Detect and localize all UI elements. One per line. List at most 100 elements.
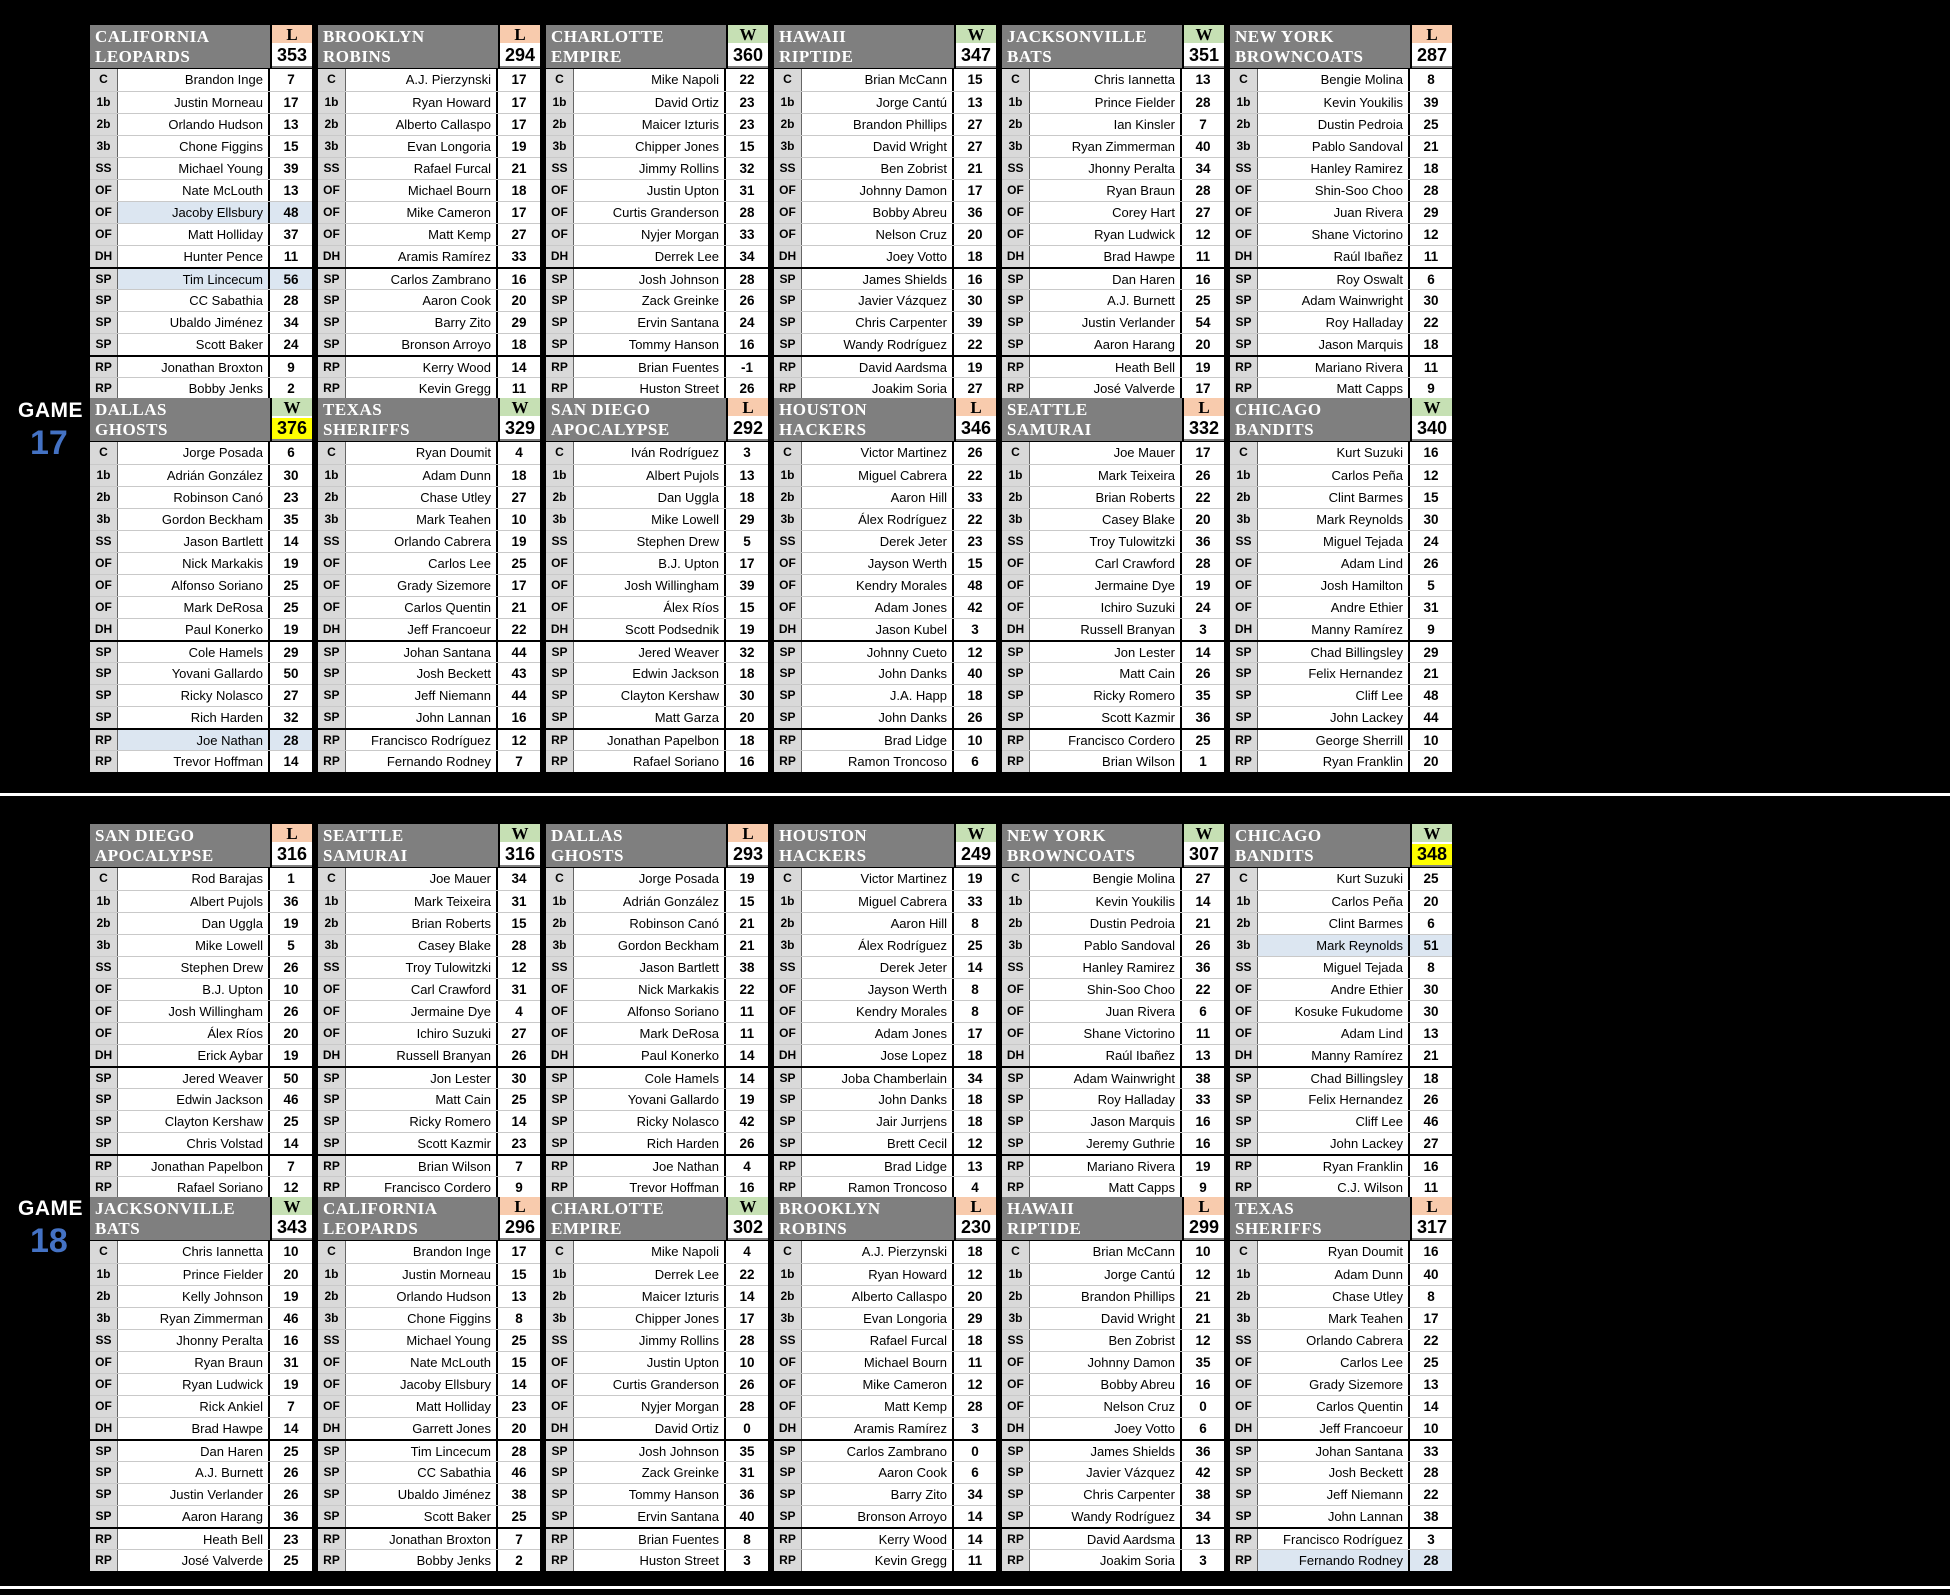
team-title: SEATTLE SAMURAI [1002, 398, 1182, 441]
player-row: SP Ricky Romero 14 [318, 1110, 540, 1132]
position-cell: OF [318, 597, 346, 618]
player-score-cell: 18 [1423, 337, 1439, 352]
player-name-cell: Barry Zito [802, 1484, 954, 1505]
team-name: LEOPARDS [323, 1219, 419, 1238]
player-score-cell: 36 [739, 1487, 755, 1502]
player-name-cell: Nate McLouth [346, 1352, 498, 1373]
team-badge: W 340 [1410, 398, 1452, 441]
player-row: SS Miguel Tejada 8 [1230, 956, 1452, 978]
position-cell: 3b [90, 1308, 118, 1329]
player-row: C Ryan Doumit 4 [318, 442, 540, 464]
player-score-cell: 31 [283, 1355, 299, 1370]
position-cell: DH [1002, 1045, 1030, 1066]
position-cell: SP [774, 1068, 802, 1088]
player-name-cell: Tommy Hanson [574, 334, 726, 355]
position-cell: SP [318, 1484, 346, 1505]
player-name-cell: Bengie Molina [1030, 868, 1182, 890]
position-cell: SP [1002, 312, 1030, 333]
player-name-cell: Mike Napoli [574, 69, 726, 91]
player-row: OF Nyjer Morgan 28 [546, 1395, 768, 1417]
result-badge: W [1184, 824, 1224, 844]
position-cell: SS [546, 531, 574, 552]
player-name-cell: B.J. Upton [574, 553, 726, 574]
team-card: CALIFORNIA LEOPARDS L 296 C Brandon Inge… [318, 1197, 540, 1571]
team-title: CALIFORNIA LEOPARDS [90, 25, 270, 68]
roster: C Rod Barajas 1 1b Albert Pujols 36 2b D… [90, 867, 312, 1198]
player-row: 3b Pablo Sandoval 26 [1002, 934, 1224, 956]
team-header: CALIFORNIA LEOPARDS L 296 [318, 1197, 540, 1240]
player-row: 3b Evan Longoria 19 [318, 135, 540, 157]
player-name-cell: Zack Greinke [574, 290, 726, 311]
team-total: 294 [500, 45, 540, 66]
player-name-cell: Álex Rodríguez [802, 935, 954, 956]
player-score-cell: 24 [1423, 534, 1439, 549]
player-row: SP Barry Zito 34 [774, 1483, 996, 1505]
player-score-cell: 18 [511, 337, 527, 352]
player-score-cell: 18 [967, 1092, 983, 1107]
player-name-cell: Trevor Hoffman [118, 751, 270, 772]
player-score-cell: 12 [283, 1180, 299, 1195]
position-cell: RP [1002, 1177, 1030, 1198]
player-score-cell: 44 [511, 688, 527, 703]
team-header: CHARLOTTE EMPIRE W 360 [546, 25, 768, 68]
position-cell: SP [546, 1089, 574, 1110]
player-row: C Jorge Posada 19 [546, 868, 768, 890]
team-name: BROWNCOATS [1235, 47, 1364, 66]
team-badge: L 294 [498, 25, 540, 68]
position-cell: SP [1002, 1111, 1030, 1132]
player-name-cell: Jered Weaver [118, 1068, 270, 1088]
position-cell: OF [546, 597, 574, 618]
player-score-cell: 33 [1195, 1092, 1211, 1107]
player-name-cell: Huston Street [574, 378, 726, 399]
player-score-cell: 18 [739, 733, 755, 748]
player-row: RP David Aardsma 19 [774, 355, 996, 377]
player-name-cell: Mariano Rivera [1030, 1156, 1182, 1176]
player-name-cell: Carlos Peña [1258, 891, 1410, 912]
team-city: TEXAS [1235, 1199, 1295, 1218]
player-score-cell: 27 [1195, 205, 1211, 220]
team-card: BROOKLYN ROBINS L 294 C A.J. Pierzynski … [318, 25, 540, 399]
player-score-cell: 19 [1195, 1159, 1211, 1174]
player-name-cell: Fernando Rodney [1258, 1550, 1410, 1571]
player-score-cell: 1 [1199, 754, 1207, 769]
player-name-cell: Francisco Rodríguez [346, 730, 498, 750]
player-row: DH Derrek Lee 34 [546, 245, 768, 267]
player-score-cell: 33 [739, 227, 755, 242]
result-badge: L [728, 824, 768, 844]
player-name-cell: David Wright [1030, 1308, 1182, 1329]
player-name-cell: A.J. Burnett [118, 1462, 270, 1483]
player-score-cell: 34 [511, 871, 527, 886]
player-row: SP John Lannan 38 [1230, 1505, 1452, 1527]
player-score-cell: 25 [283, 1553, 299, 1568]
position-cell: SS [318, 158, 346, 179]
position-cell: DH [1002, 619, 1030, 640]
player-name-cell: Josh Willingham [574, 575, 726, 596]
player-name-cell: Bobby Jenks [346, 1550, 498, 1571]
position-cell: SP [90, 1484, 118, 1505]
player-row: OF B.J. Upton 10 [90, 978, 312, 1000]
player-row: RP Trevor Hoffman 16 [546, 1176, 768, 1198]
player-name-cell: Jermaine Dye [346, 1001, 498, 1022]
player-row: 3b David Wright 27 [774, 135, 996, 157]
position-cell: OF [1230, 597, 1258, 618]
player-row: 2b Brandon Phillips 27 [774, 113, 996, 135]
player-row: SP Ervin Santana 24 [546, 311, 768, 333]
position-cell: RP [318, 751, 346, 772]
position-cell: SP [1230, 334, 1258, 355]
position-cell: 1b [1002, 92, 1030, 113]
team-badge: L 230 [954, 1197, 996, 1240]
player-score-cell: 34 [967, 1071, 983, 1086]
player-row: OF Bobby Abreu 16 [1002, 1373, 1224, 1395]
team-total: 307 [1184, 844, 1224, 865]
player-row: SP Chad Billingsley 29 [1230, 640, 1452, 662]
position-cell: SP [318, 269, 346, 289]
position-cell: RP [1230, 1177, 1258, 1198]
position-cell: RP [1002, 357, 1030, 377]
player-row: 3b Mark Teahen 10 [318, 508, 540, 530]
position-cell: SP [1002, 269, 1030, 289]
position-cell: SP [1002, 1089, 1030, 1110]
player-row: SP Barry Zito 29 [318, 311, 540, 333]
player-name-cell: Ervin Santana [574, 312, 726, 333]
player-name-cell: Ian Kinsler [1030, 114, 1182, 135]
